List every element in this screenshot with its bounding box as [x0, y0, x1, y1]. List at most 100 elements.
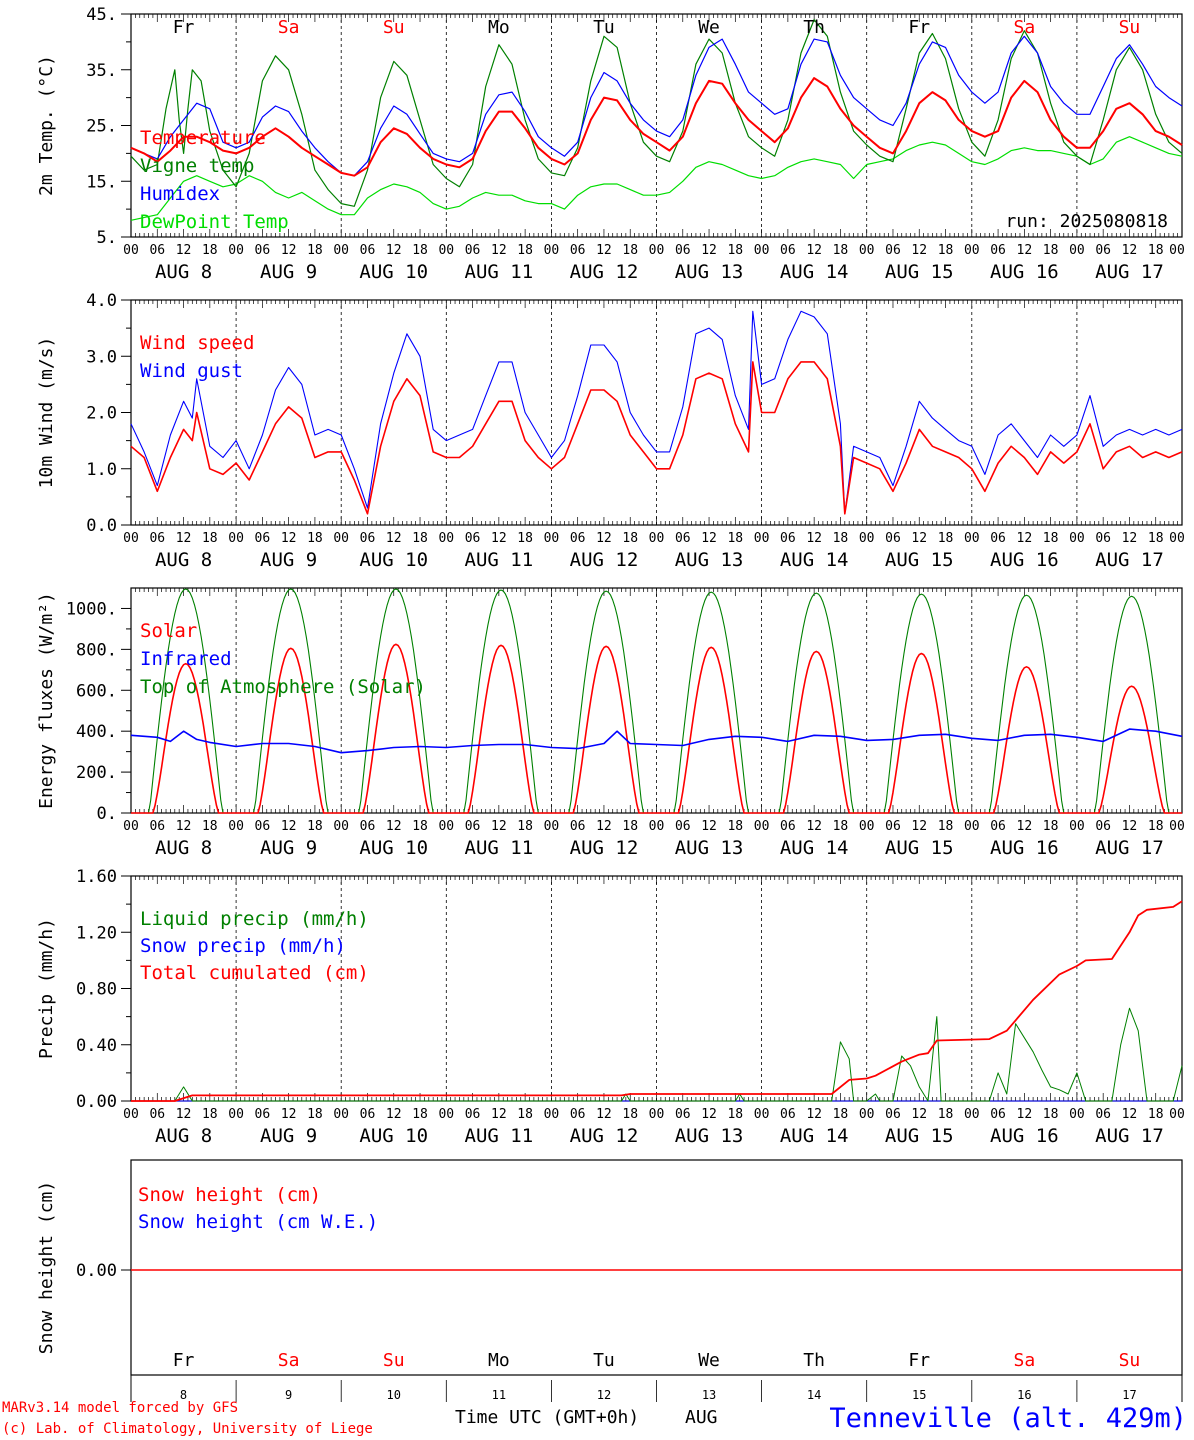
- hour-tick-label: 12: [701, 1107, 717, 1122]
- series-line-wind-speed: [130, 361, 1183, 515]
- hour-tick-label: 06: [360, 1107, 376, 1122]
- run-label: run: 2025080818: [1005, 211, 1168, 232]
- panel-snow: 0.00 Snow height (cm) Snow height (cm) Snow…: [36, 1159, 1183, 1402]
- day-number-label: 12: [597, 1388, 611, 1402]
- y-tick-label: 0.0: [86, 516, 117, 536]
- hour-tick-label: 00: [333, 1107, 349, 1122]
- series-line-total-cumulated-cm-: [131, 900, 1183, 1102]
- y-axis-title: 2m Temp. (°C): [36, 55, 57, 196]
- hour-tick-label: 00: [123, 1107, 139, 1122]
- hour-tick-label: 18: [1148, 531, 1164, 546]
- hour-tick-label: 18: [727, 1107, 743, 1122]
- legend-entry: Total cumulated (cm): [140, 962, 369, 984]
- legend-entry: Wind speed: [140, 332, 254, 354]
- hour-tick-label: 12: [491, 1107, 507, 1122]
- y-tick-label: 0.00: [76, 1261, 117, 1281]
- date-label: AUG 14: [780, 261, 849, 283]
- hour-tick-label: 12: [911, 819, 927, 834]
- date-label: AUG 12: [570, 1125, 639, 1147]
- legend-entry: Snow precip (mm/h): [140, 935, 346, 957]
- hour-tick-label: 12: [1122, 819, 1138, 834]
- date-label: AUG 11: [465, 1125, 534, 1147]
- hour-tick-label: 18: [727, 819, 743, 834]
- hour-tick-label: 00: [228, 243, 244, 258]
- hour-tick-label: 18: [307, 531, 323, 546]
- hour-tick-label: 00: [859, 531, 875, 546]
- date-label: AUG 12: [570, 837, 639, 859]
- panels: 5. 15. 25. 35. 45. 2m Temp. (°C) Temperature Vi…: [36, 5, 1185, 1402]
- date-label: AUG 16: [990, 261, 1059, 283]
- panel-energy: 0. 200. 400. 600. 800. 1000. Energy fluxes (W/…: [36, 587, 1185, 859]
- hour-tick-label: 06: [149, 243, 165, 258]
- legend-entry: Wind gust: [140, 360, 243, 382]
- weekday-label: We: [698, 1350, 720, 1371]
- legend-entry: Humidex: [140, 183, 220, 205]
- y-axis-title: 10m Wind (m/s): [36, 337, 57, 489]
- hour-tick-label: 18: [938, 1107, 954, 1122]
- date-label: AUG 9: [260, 1125, 317, 1147]
- y-tick-label: 0.40: [76, 1036, 117, 1056]
- hour-tick-label: 06: [675, 243, 691, 258]
- date-label: AUG 13: [675, 261, 744, 283]
- series-line-dewpoint-temp: [130, 136, 1183, 221]
- hour-tick-label: 12: [176, 531, 192, 546]
- hour-tick-label: 18: [412, 1107, 428, 1122]
- y-tick-label: 1.0: [86, 460, 117, 480]
- y-tick-label: 0.80: [76, 980, 117, 1000]
- hour-tick-label: 06: [255, 531, 271, 546]
- hour-tick-label: 00: [333, 243, 349, 258]
- hour-tick-label: 18: [202, 531, 218, 546]
- y-tick-label: 2.0: [86, 404, 117, 424]
- hour-tick-label: 12: [1017, 819, 1033, 834]
- hour-tick-label: 12: [386, 1107, 402, 1122]
- y-tick-label: 1000.: [66, 599, 117, 619]
- series-line-infrared: [130, 728, 1183, 754]
- hour-tick-label: 06: [570, 243, 586, 258]
- hour-tick-label: 18: [517, 819, 533, 834]
- hour-tick-label: 06: [780, 819, 796, 834]
- day-number-label: 16: [1017, 1388, 1031, 1402]
- hour-tick-label: 00: [228, 1107, 244, 1122]
- hour-tick-label: 18: [517, 531, 533, 546]
- y-tick-label: 3.0: [86, 347, 117, 367]
- date-label: AUG 12: [570, 261, 639, 283]
- hour-tick-label: 06: [465, 819, 481, 834]
- panel-precip: 0.00 0.40 0.80 1.20 1.60 Precip (mm/h) Liquid …: [36, 867, 1185, 1147]
- day-number-label: 8: [180, 1388, 187, 1402]
- hour-tick-label: 06: [990, 531, 1006, 546]
- series-line-liquid-precip-mm-h-: [131, 1007, 1183, 1102]
- weekday-label: Sa: [1014, 1350, 1036, 1371]
- hour-tick-label: 18: [727, 243, 743, 258]
- y-tick-label: 45.: [86, 5, 117, 25]
- hour-tick-label: 00: [1069, 1107, 1085, 1122]
- y-tick-label: 400.: [76, 722, 117, 742]
- date-label: AUG 15: [885, 837, 954, 859]
- hour-tick-label: 12: [701, 819, 717, 834]
- hour-tick-label: 06: [149, 819, 165, 834]
- y-tick-label: 35.: [86, 61, 117, 81]
- hour-tick-label: 06: [675, 531, 691, 546]
- hour-tick-label: 12: [386, 819, 402, 834]
- hour-tick-label: 06: [990, 243, 1006, 258]
- hour-tick-label: 00: [964, 819, 980, 834]
- hour-tick-label: 18: [307, 819, 323, 834]
- hour-tick-label: 00: [438, 819, 454, 834]
- series-line-temperature: [130, 77, 1183, 177]
- hour-tick-label: 00: [544, 531, 560, 546]
- hour-tick-label: 06: [1095, 819, 1111, 834]
- hour-tick-label: 12: [911, 243, 927, 258]
- day-number-label: 11: [492, 1388, 506, 1402]
- hour-tick-label: 18: [517, 243, 533, 258]
- weekday-label: Mo: [488, 1350, 510, 1371]
- weekday-label: Tu: [593, 1350, 615, 1371]
- hour-tick-label: 12: [491, 819, 507, 834]
- hour-tick-label: 18: [412, 819, 428, 834]
- hour-tick-label: 06: [255, 1107, 271, 1122]
- weekday-label: Sa: [1014, 17, 1036, 38]
- hour-tick-label: 00: [438, 243, 454, 258]
- hour-tick-label: 18: [412, 243, 428, 258]
- hour-tick-label: 18: [1148, 819, 1164, 834]
- date-label: AUG 17: [1095, 261, 1164, 283]
- hour-tick-label: 00: [123, 531, 139, 546]
